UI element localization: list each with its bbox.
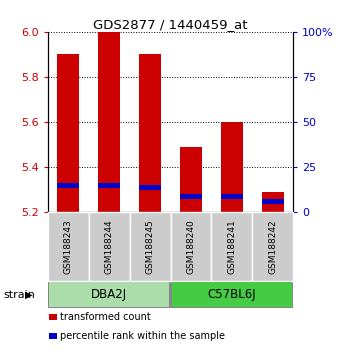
Text: strain: strain <box>3 290 35 300</box>
Text: GSM188245: GSM188245 <box>146 219 154 274</box>
Bar <box>57 183 79 188</box>
Text: percentile rank within the sample: percentile rank within the sample <box>60 331 225 341</box>
Bar <box>180 194 202 199</box>
Bar <box>221 122 243 212</box>
Text: C57BL6J: C57BL6J <box>208 288 256 301</box>
Bar <box>262 192 284 212</box>
Text: GSM188242: GSM188242 <box>268 219 277 274</box>
Bar <box>180 147 202 212</box>
Text: transformed count: transformed count <box>60 312 150 322</box>
Bar <box>57 55 79 212</box>
Bar <box>98 183 120 188</box>
Bar <box>139 185 161 190</box>
Bar <box>98 32 120 212</box>
Bar <box>139 55 161 212</box>
Bar <box>262 199 284 204</box>
Text: GSM188241: GSM188241 <box>227 219 236 274</box>
Bar <box>221 194 243 199</box>
Text: ▶: ▶ <box>25 290 33 300</box>
Text: DBA2J: DBA2J <box>91 288 127 301</box>
Text: GSM188240: GSM188240 <box>187 219 195 274</box>
Title: GDS2877 / 1440459_at: GDS2877 / 1440459_at <box>93 18 248 31</box>
Text: GSM188244: GSM188244 <box>105 219 114 274</box>
Text: GSM188243: GSM188243 <box>64 219 73 274</box>
